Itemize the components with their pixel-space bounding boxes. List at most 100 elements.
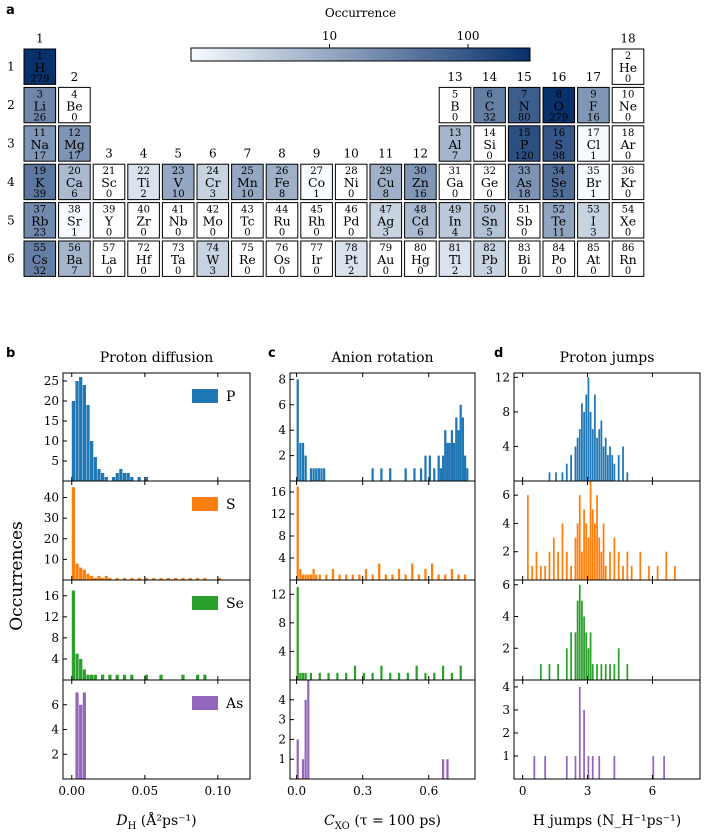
element-number: 32 [483,166,496,177]
histogram-bar [626,664,629,680]
histogram-bar [413,468,416,481]
histogram-bar [122,577,127,580]
histogram-bar [583,411,585,481]
histogram-bar [320,468,323,481]
element-symbol: Ne [619,98,637,113]
element-count: 0 [486,151,492,162]
x-tick-label: 0.00 [58,784,85,798]
element-number: 18 [622,128,635,139]
histogram-bar [604,664,607,680]
histogram-bar [533,755,536,779]
histogram-bar [539,664,542,680]
histogram-bar [587,377,590,481]
group-label-1: 1 [36,32,44,46]
axes-frame [513,579,701,681]
element-symbol: Ba [66,252,83,267]
element-symbol: N [519,98,530,113]
element-box [507,202,541,239]
element-number: 41 [172,205,185,216]
element-box [611,125,645,162]
histogram-bar [304,672,307,680]
group-label-6: 6 [209,147,217,161]
histogram-bar [452,442,456,481]
element-number: 79 [379,243,392,254]
y-tick-label: 20 [44,532,59,546]
element-count: 8 [383,189,389,200]
element-count: 0 [106,189,112,200]
histogram-bar [441,665,445,680]
element-count: 0 [625,112,631,123]
histogram-bar [424,569,427,580]
element-number: 10 [622,89,635,100]
histogram-bar [463,455,467,481]
element-symbol: Pt [344,252,357,267]
element-cell-B: 5B0 [438,86,472,123]
y-tick-label: 20 [44,394,59,408]
y-tick-label: 12 [271,507,286,521]
element-count: 0 [452,189,458,200]
element-symbol: W [206,252,219,267]
element-symbol: Si [483,137,496,152]
histogram-bar [144,577,149,580]
element-box [438,202,472,239]
histogram-bar [446,442,449,481]
legend-swatch [192,596,218,610]
element-count: 0 [625,228,631,239]
element-count: 23 [33,228,46,239]
histogram-bar [576,437,579,481]
histogram-bar [424,455,427,481]
panel-letter-b: b [6,346,15,361]
panel-letter-c: c [268,346,276,361]
histogram-bar [548,472,551,481]
element-box [127,163,160,201]
element-symbol: C [485,98,495,113]
series-P: 2 4 6 8 [278,372,476,482]
histogram-bar [181,674,185,680]
element-symbol: Os [274,252,291,267]
histogram-bar [587,648,590,680]
element-number: 36 [622,166,635,177]
histogram-bar [565,551,568,580]
x-tick-label: 0.10 [205,784,232,798]
element-count: 2 [348,266,354,277]
histogram-bar [397,672,401,680]
element-number: 78 [345,243,358,254]
group-label-5: 5 [174,147,182,161]
element-number: 34 [552,166,565,177]
histogram-bar [457,430,460,481]
histogram-bar [353,665,357,680]
group-label-15: 15 [517,70,532,84]
y-tick-label: 8 [278,529,286,543]
histogram-bar [411,563,414,580]
element-symbol: Ca [66,175,84,190]
histogram-bar [450,430,454,481]
element-number: 85 [587,243,600,254]
histogram-bar [609,664,611,680]
element-number: 76 [276,243,289,254]
element-box [369,240,403,277]
histogram-bar [203,674,207,680]
element-symbol: Cd [412,214,430,229]
element-symbol: Tl [449,252,461,267]
element-count: 0 [417,266,423,277]
histogram-bar [626,472,629,481]
element-count: 2 [452,266,458,277]
element-box [438,125,472,162]
element-symbol: At [585,252,600,267]
y-tick-label: 8 [502,405,510,419]
histogram-bar [144,674,149,680]
histogram-bar [217,577,222,580]
colorbar-tick-label: 100 [457,29,480,43]
histogram-bar [617,455,620,481]
element-symbol: Mo [203,214,223,229]
element-number: 12 [68,128,81,139]
element-number: 72 [137,243,150,254]
element-count: 11 [552,228,565,239]
